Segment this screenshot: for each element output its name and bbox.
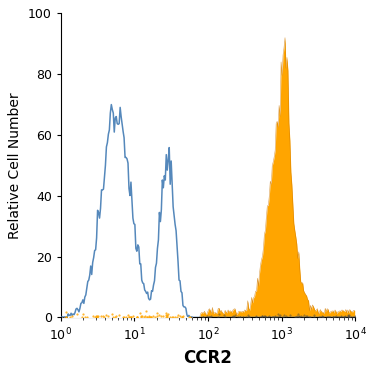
Y-axis label: Relative Cell Number: Relative Cell Number [8, 92, 22, 239]
X-axis label: CCR2: CCR2 [183, 349, 232, 367]
